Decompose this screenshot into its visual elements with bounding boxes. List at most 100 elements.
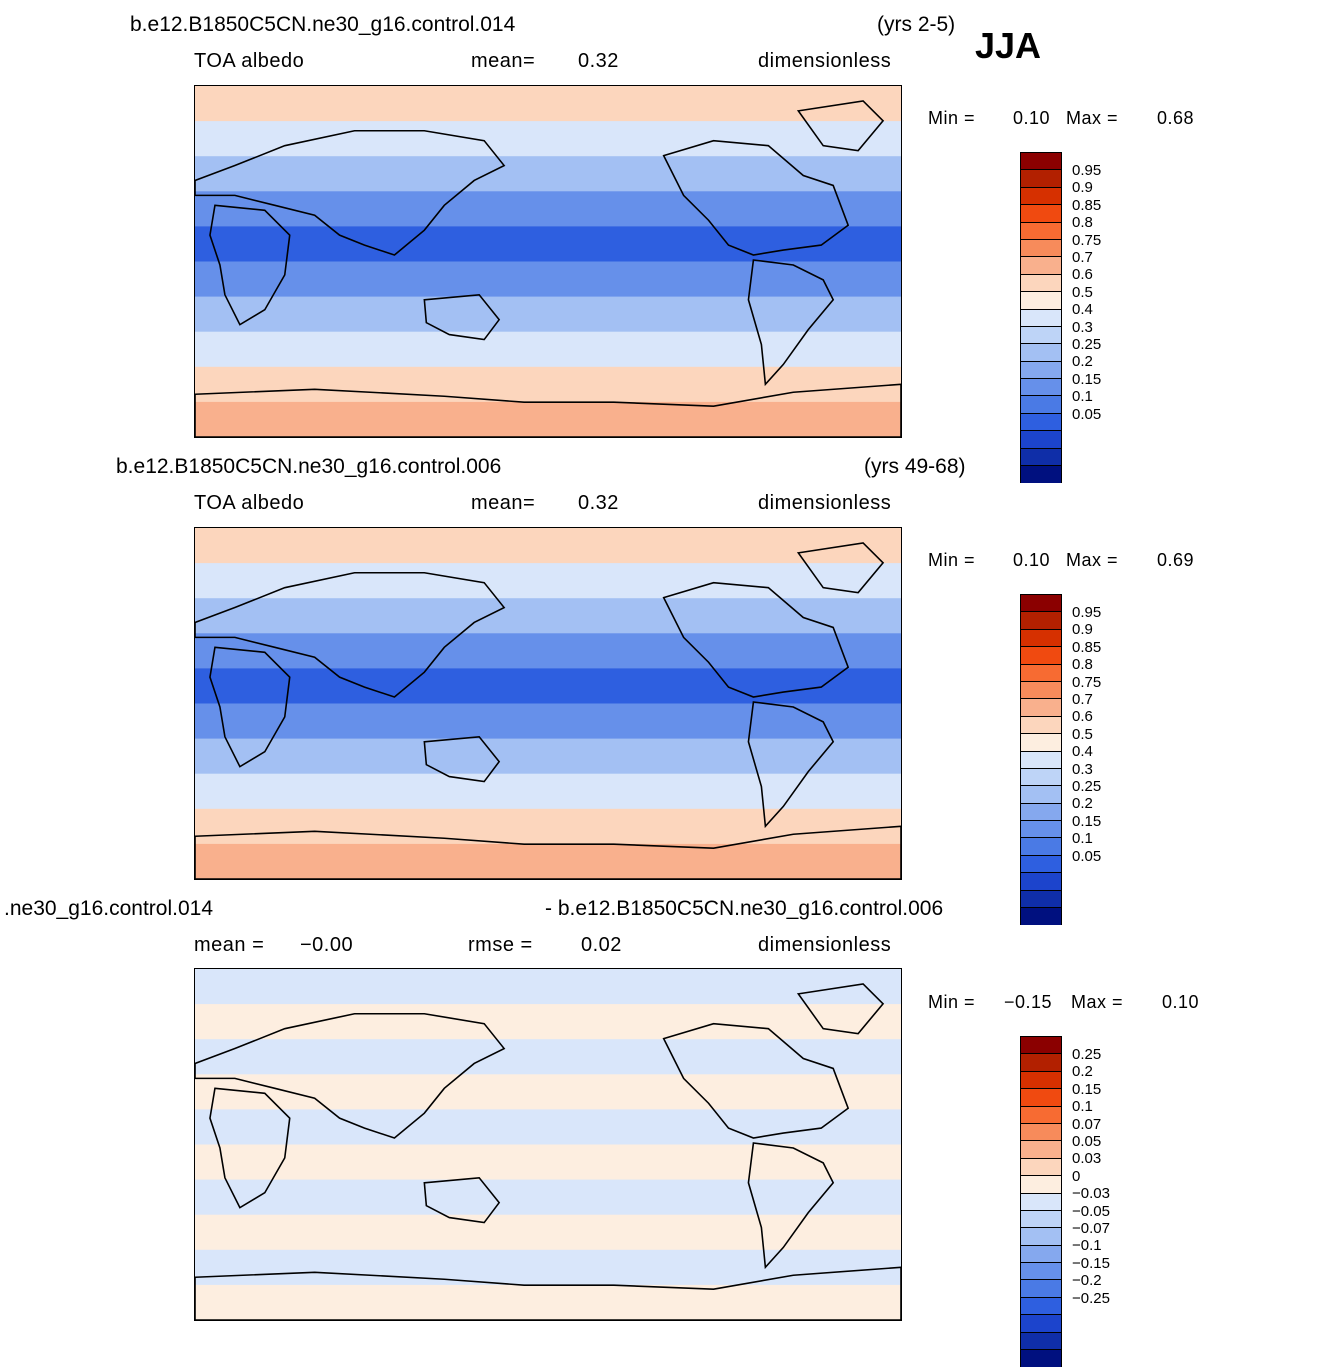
colorbar-tick-label: −0.03 <box>1072 1185 1110 1203</box>
panel-middle-min-label: Min = <box>928 550 976 570</box>
colorbar-swatch <box>1021 1071 1061 1090</box>
map-latitude-band <box>195 86 901 123</box>
colorbar-swatch <box>1021 396 1061 414</box>
coastline <box>195 1266 901 1320</box>
panel-top-units: dimensionless <box>758 50 892 72</box>
coastline <box>195 825 901 879</box>
map-latitude-band <box>195 598 901 635</box>
panel-middle-mean-value: 0.32 <box>578 492 619 514</box>
colorbar-tick-label: 0.7 <box>1072 249 1093 266</box>
colorbar-swatch <box>1021 466 1061 484</box>
panel-top-mean-label: mean= <box>471 50 536 72</box>
colorbar-swatch <box>1021 595 1061 613</box>
colorbar-swatch <box>1021 222 1061 240</box>
panel-top-min-value: 0.10 <box>1013 108 1051 128</box>
panel-diff-colorbar <box>1020 1036 1062 1367</box>
colorbar-swatch <box>1021 1193 1061 1211</box>
map-latitude-band <box>195 1214 901 1251</box>
map-latitude-band <box>195 1249 901 1286</box>
colorbar-tick-label: 0.5 <box>1072 725 1093 743</box>
colorbar-swatch <box>1021 344 1061 362</box>
colorbar-swatch <box>1021 274 1061 293</box>
colorbar-tick-label: 0.75 <box>1072 673 1102 691</box>
map-latitude-band <box>195 563 901 600</box>
panel-diff-run-right: - b.e12.B1850C5CN.ne30_g16.control.006 <box>545 897 944 920</box>
panel-diff-map <box>194 968 902 1321</box>
map-latitude-band <box>195 1144 901 1181</box>
panel-top-years: (yrs 2-5) <box>877 13 956 36</box>
colorbar-tick-label: 0.1 <box>1072 388 1093 406</box>
map-latitude-band <box>195 633 901 670</box>
colorbar-tick-label: 0.9 <box>1072 179 1093 197</box>
coastline <box>662 1022 850 1139</box>
colorbar-tick-label: 0.05 <box>1072 405 1102 423</box>
panel-middle-units: dimensionless <box>758 492 892 514</box>
map-latitude-band <box>195 773 901 810</box>
colorbar-tick-label: 0.4 <box>1072 743 1093 761</box>
colorbar-swatch <box>1021 751 1061 769</box>
colorbar-swatch <box>1021 292 1061 310</box>
coastline <box>209 204 291 326</box>
colorbar-swatch <box>1021 326 1061 345</box>
colorbar-tick-label: 0 <box>1072 1167 1081 1185</box>
panel-diff-mean-value: −0.00 <box>300 934 354 956</box>
coastline <box>662 581 850 698</box>
colorbar-swatch <box>1021 1332 1061 1351</box>
colorbar-tick-label: 0.8 <box>1072 214 1093 232</box>
coastline <box>423 1176 501 1224</box>
colorbar-tick-label: 0.3 <box>1072 318 1093 336</box>
colorbar-swatch <box>1021 361 1061 380</box>
colorbar-swatch <box>1021 1210 1061 1229</box>
panel-top-run-title: b.e12.B1850C5CN.ne30_g16.control.014 <box>130 13 516 36</box>
colorbar-swatch <box>1021 681 1061 700</box>
colorbar-swatch <box>1021 239 1061 258</box>
colorbar-swatch <box>1021 1089 1061 1107</box>
map-latitude-band <box>195 261 901 298</box>
colorbar-tick-label: 0.1 <box>1072 1098 1093 1116</box>
colorbar-swatch <box>1021 309 1061 327</box>
map-latitude-band <box>195 226 901 263</box>
season-label: JJA <box>975 25 1042 66</box>
map-latitude-band <box>195 843 901 879</box>
panel-diff-max-label: Max = <box>1071 992 1124 1012</box>
colorbar-swatch <box>1021 1141 1061 1159</box>
panel-middle-max-value: 0.69 <box>1157 550 1195 570</box>
panel-top-max-label: Max = <box>1066 108 1119 128</box>
colorbar-swatch <box>1021 821 1061 839</box>
colorbar-tick-label: 0.05 <box>1072 847 1102 865</box>
colorbar-tick-label: 0.7 <box>1072 691 1093 708</box>
colorbar-tick-label: 0.95 <box>1072 162 1102 179</box>
colorbar-tick-label: 0.85 <box>1072 196 1102 214</box>
map-latitude-band <box>195 1284 901 1320</box>
panel-top-colorbar <box>1020 152 1062 484</box>
map-latitude-band <box>195 808 901 845</box>
map-latitude-band <box>195 191 901 228</box>
colorbar-swatch <box>1021 1037 1061 1055</box>
colorbar-swatch <box>1021 855 1061 874</box>
panel-top-min-label: Min = <box>928 108 976 128</box>
coastline <box>796 542 885 594</box>
map-latitude-band <box>195 668 901 705</box>
colorbar-swatch <box>1021 1176 1061 1194</box>
coastline <box>209 646 291 768</box>
coastline <box>195 571 506 698</box>
colorbar-swatch <box>1021 170 1061 188</box>
panel-middle-map <box>194 527 902 880</box>
map-latitude-band <box>195 366 901 403</box>
colorbar-swatch <box>1021 1123 1061 1142</box>
colorbar-swatch <box>1021 1315 1061 1333</box>
colorbar-swatch <box>1021 664 1061 682</box>
panel-middle-max-label: Max = <box>1066 550 1119 570</box>
map-latitude-band <box>195 1109 901 1146</box>
coastline <box>796 100 885 152</box>
colorbar-swatch <box>1021 734 1061 752</box>
panel-middle-colorbar <box>1020 594 1062 926</box>
colorbar-tick-label: 0.85 <box>1072 638 1102 656</box>
colorbar-tick-label: 0.4 <box>1072 301 1093 319</box>
map-latitude-band <box>195 401 901 437</box>
map-latitude-band <box>195 528 901 565</box>
colorbar-tick-label: 0.2 <box>1072 353 1093 371</box>
panel-top-mean-value: 0.32 <box>578 50 619 72</box>
panel-top-max-value: 0.68 <box>1157 108 1195 128</box>
colorbar-tick-label: 0.07 <box>1072 1115 1102 1133</box>
